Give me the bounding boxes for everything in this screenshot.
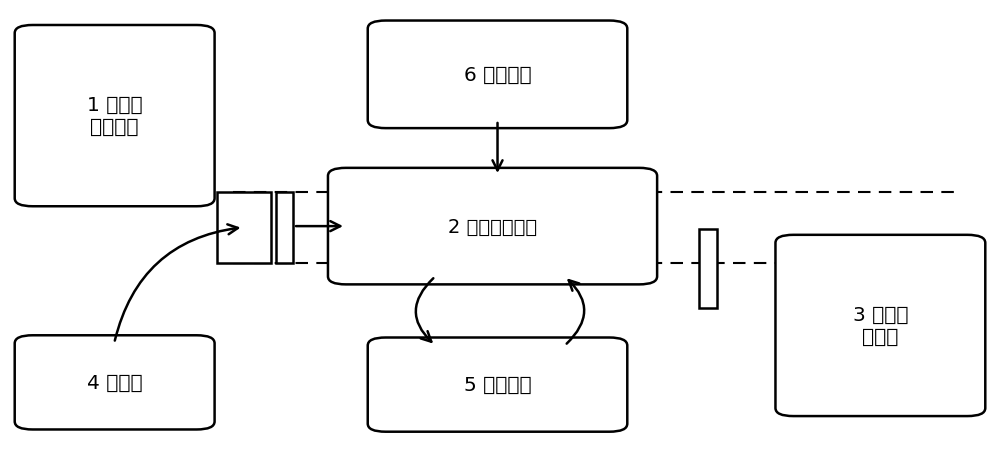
FancyBboxPatch shape — [775, 235, 985, 416]
FancyBboxPatch shape — [15, 336, 215, 429]
Text: 6 电源模块: 6 电源模块 — [464, 66, 531, 85]
FancyBboxPatch shape — [368, 22, 627, 129]
FancyBboxPatch shape — [328, 169, 657, 285]
FancyBboxPatch shape — [368, 338, 627, 432]
FancyBboxPatch shape — [15, 26, 215, 207]
Text: 3 激光输
出模块: 3 激光输 出模块 — [853, 305, 908, 346]
Text: 5 冷却模块: 5 冷却模块 — [464, 375, 531, 394]
Text: 2 工作物质模块: 2 工作物质模块 — [448, 217, 537, 236]
Text: 4 控制器: 4 控制器 — [87, 373, 142, 392]
Bar — [217, 192, 271, 263]
Bar — [699, 230, 717, 308]
Bar — [276, 192, 293, 263]
Text: 1 高速快
反镜模块: 1 高速快 反镜模块 — [87, 96, 142, 137]
